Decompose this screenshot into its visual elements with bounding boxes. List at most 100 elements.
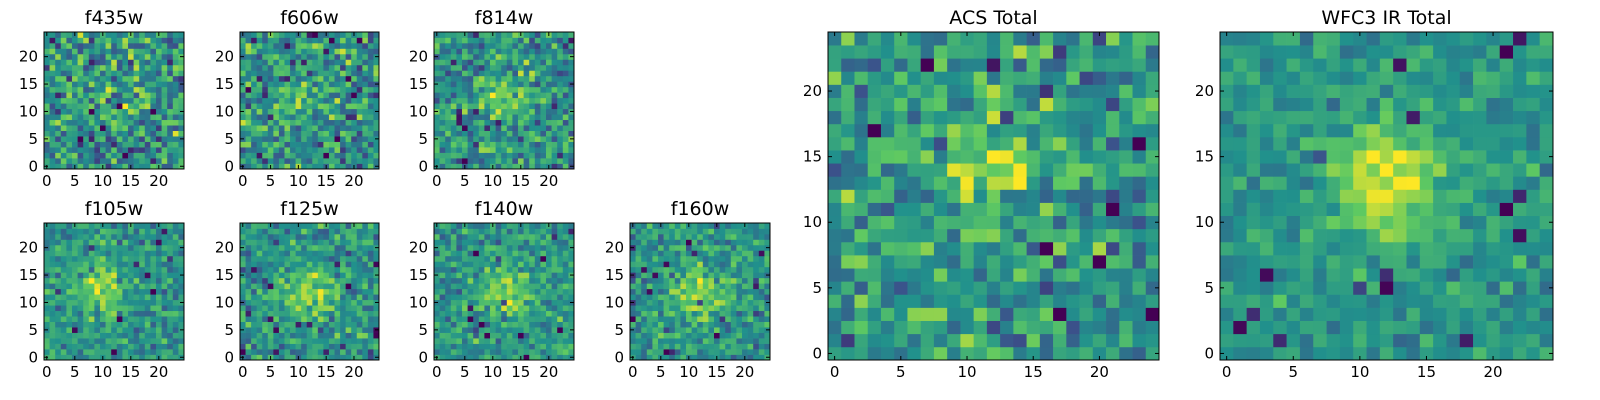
heatmap-cell: [345, 321, 352, 328]
heatmap-cell: [506, 163, 513, 170]
heatmap-cell: [674, 228, 681, 235]
heatmap-cell: [1039, 268, 1054, 282]
heatmap-cell: [295, 261, 302, 268]
heatmap-cell: [828, 281, 842, 295]
heatmap-cell: [841, 255, 855, 269]
heatmap-cell: [506, 261, 513, 268]
heatmap-cell: [907, 268, 922, 282]
heatmap-cell: [697, 233, 704, 240]
heatmap-cell: [94, 125, 101, 131]
heatmap-cell: [652, 223, 659, 229]
heatmap-cell: [111, 338, 118, 344]
heatmap-cell: [540, 321, 547, 328]
heatmap-cell: [697, 250, 704, 257]
y-tick-label: 10: [605, 293, 624, 311]
heatmap-cell: [736, 228, 743, 235]
heatmap-cell: [546, 294, 552, 301]
heatmap-cell: [691, 354, 698, 361]
heatmap-cell: [373, 239, 380, 246]
heatmap-cell: [562, 277, 569, 284]
heatmap-cell: [534, 332, 541, 339]
heatmap-cell: [960, 176, 974, 190]
heatmap-cell: [267, 239, 274, 246]
heatmap-cell: [546, 130, 552, 137]
heatmap-cell: [245, 327, 252, 333]
heatmap-cell: [529, 70, 536, 77]
heatmap-cell: [66, 332, 73, 339]
heatmap-cell: [523, 310, 530, 317]
heatmap-cell: [317, 37, 324, 44]
heatmap-cell: [178, 310, 185, 317]
heatmap-cell: [534, 125, 541, 131]
heatmap-cell: [317, 70, 324, 77]
heatmap-cell: [758, 288, 765, 295]
heatmap-cell: [680, 250, 687, 257]
heatmap-cell: [920, 150, 935, 164]
heatmap-cell: [1079, 163, 1094, 177]
heatmap-cell: [312, 64, 319, 71]
heatmap-cell: [167, 147, 174, 153]
heatmap-cell: [167, 152, 174, 159]
heatmap-cell: [178, 277, 185, 284]
heatmap-cell: [445, 316, 452, 322]
heatmap-cell: [742, 261, 748, 268]
heatmap-cell: [529, 354, 536, 361]
heatmap-cell: [139, 163, 146, 170]
y-tick-label: 5: [224, 130, 234, 148]
heatmap-cell: [456, 343, 463, 350]
heatmap-cell: [172, 97, 179, 104]
heatmap-cell: [100, 158, 106, 164]
heatmap-cell: [439, 283, 446, 290]
heatmap-cell: [630, 332, 636, 339]
heatmap-cell: [116, 305, 123, 312]
heatmap-cell: [144, 152, 151, 159]
heatmap-cell: [122, 283, 129, 290]
heatmap-cell: [83, 81, 90, 88]
heatmap-cell: [551, 283, 558, 290]
heatmap-cell: [172, 261, 179, 268]
heatmap-cell: [262, 53, 269, 60]
heatmap-cell: [328, 97, 335, 104]
heatmap-cell: [128, 125, 134, 131]
heatmap-cell: [133, 266, 140, 273]
heatmap-cell: [478, 130, 485, 137]
heatmap-cell: [658, 250, 664, 257]
heatmap-cell: [317, 349, 324, 355]
heatmap-cell: [478, 119, 485, 126]
heatmap-cell: [345, 86, 352, 93]
heatmap-cell: [156, 288, 162, 295]
heatmap-cell: [362, 244, 369, 251]
heatmap-cell: [702, 332, 709, 339]
heatmap-cell: [77, 305, 84, 312]
heatmap-cell: [697, 310, 704, 317]
heatmap-cell: [128, 136, 134, 142]
x-tick-label: 5: [266, 363, 276, 381]
heatmap-cell: [973, 268, 988, 282]
y-tick-label: 0: [28, 157, 38, 175]
heatmap-cell: [139, 70, 146, 77]
heatmap-cell: [540, 119, 547, 126]
heatmap-cell: [161, 255, 168, 262]
heatmap-cell: [267, 125, 274, 131]
heatmap-cell: [167, 294, 174, 301]
heatmap-cell: [94, 48, 101, 55]
heatmap-cell: [478, 86, 485, 93]
heatmap-cell: [66, 233, 73, 240]
heatmap-cell: [328, 327, 335, 333]
heatmap-cell: [340, 119, 346, 126]
heatmap-cell: [340, 327, 346, 333]
heatmap-cell: [635, 299, 642, 306]
heatmap-cell: [445, 288, 452, 295]
heatmap-cell: [345, 53, 352, 60]
heatmap-cell: [518, 294, 524, 301]
heatmap-cell: [88, 277, 95, 284]
heatmap-cell: [512, 354, 519, 361]
heatmap-cell: [83, 42, 90, 49]
heatmap-cell: [262, 305, 269, 312]
heatmap-cell: [105, 92, 112, 99]
heatmap-cell: [518, 288, 524, 295]
heatmap-cell: [156, 244, 162, 251]
heatmap-cell: [144, 299, 151, 306]
heatmap-cell: [646, 239, 653, 246]
heatmap-cell: [1039, 163, 1054, 177]
